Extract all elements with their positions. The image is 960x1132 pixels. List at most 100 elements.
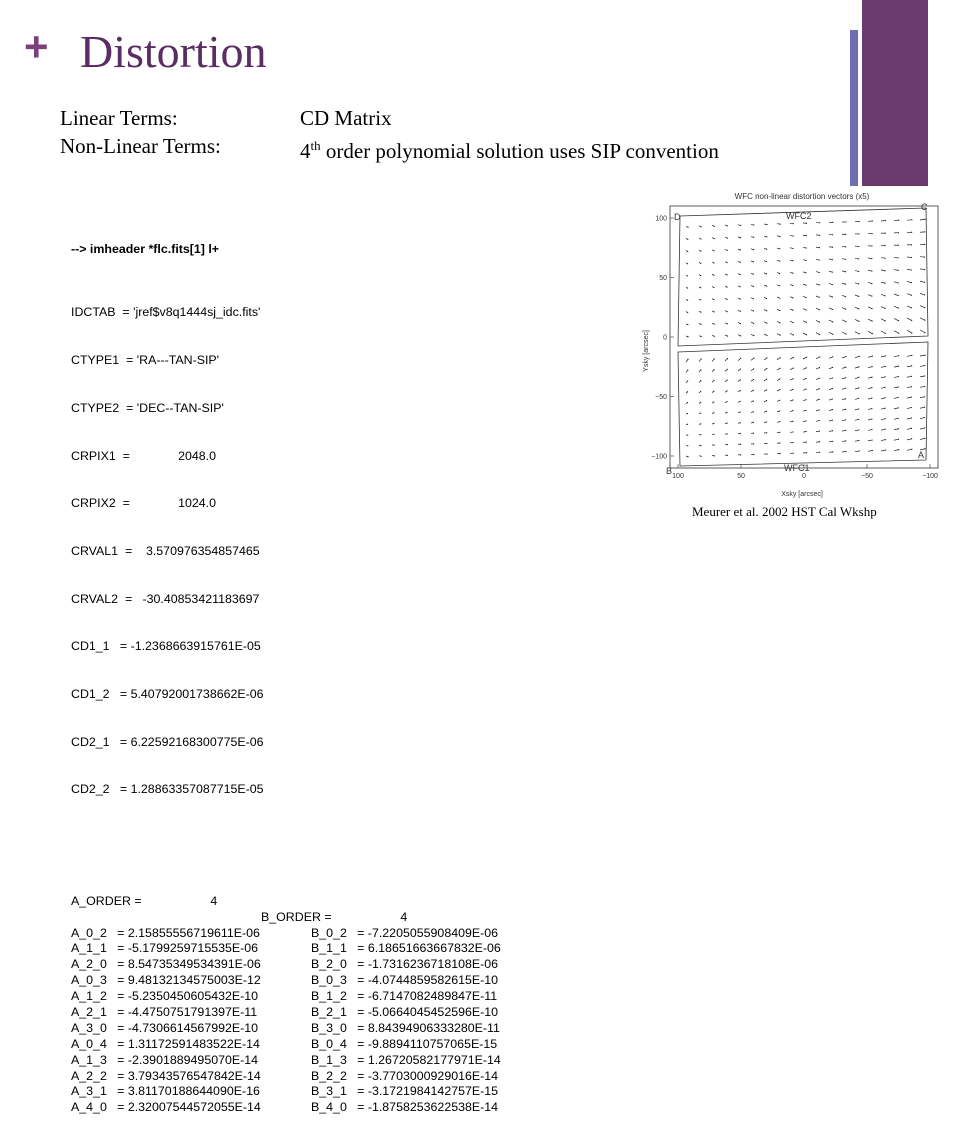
vector-head: [871, 387, 872, 388]
vector-head: [713, 434, 714, 435]
vector-head: [701, 456, 702, 457]
vector-head: [858, 233, 859, 234]
vector-head: [871, 245, 872, 246]
vector-head: [740, 298, 741, 299]
vector-head: [713, 423, 714, 424]
vector-head: [859, 221, 860, 222]
vector-head: [766, 224, 767, 225]
vector-head: [832, 247, 833, 248]
y-tick-label: 100: [655, 216, 667, 223]
y-tick-label: 0: [663, 335, 667, 342]
vector-head: [871, 429, 872, 430]
vector-head: [740, 368, 741, 369]
vector-head: [687, 251, 688, 252]
vector-head: [766, 443, 767, 444]
vector-head: [924, 332, 925, 333]
vector-head: [924, 307, 925, 308]
vector-head: [753, 422, 754, 423]
vector-head: [753, 390, 754, 391]
vector-head: [779, 298, 780, 299]
vector-head: [701, 336, 702, 337]
vector-head: [727, 433, 728, 434]
vector-head: [871, 270, 872, 271]
vector-head: [845, 259, 846, 260]
vector-head: [687, 359, 688, 360]
vector-head: [859, 333, 860, 334]
b-coefficient: B_4_0 = -1.8758253622538E-14: [311, 1100, 498, 1116]
vector-head: [766, 432, 767, 433]
vector-head: [700, 238, 701, 239]
vector-head: [779, 285, 780, 286]
vector-head: [819, 235, 820, 236]
vector-head: [924, 396, 925, 397]
vector-head: [898, 407, 899, 408]
vector-head: [700, 251, 701, 252]
vector-head: [806, 367, 807, 368]
vector-head: [832, 284, 833, 285]
header-line: IDCTAB = 'jref$v8q1444sj_idc.fits': [71, 305, 264, 321]
vector-head: [792, 378, 793, 379]
vector-head: [832, 234, 833, 235]
vector-head: [819, 378, 820, 379]
vector-head: [911, 386, 912, 387]
vector-head: [819, 452, 820, 453]
vector-head: [872, 439, 873, 440]
vector-head: [700, 391, 701, 392]
vector-head: [740, 225, 741, 226]
vector-head: [687, 391, 688, 392]
vector-head: [726, 412, 727, 413]
vector-head: [714, 323, 715, 324]
vector-head: [819, 297, 820, 298]
vector-head: [898, 295, 899, 296]
vector-head: [687, 424, 688, 425]
vector-head: [871, 296, 872, 297]
vector-head: [766, 368, 767, 369]
vector-head: [911, 365, 912, 366]
vector-head: [832, 377, 833, 378]
y-tick-label: −50: [655, 394, 667, 401]
a-coefficient: A_1_3 = -2.3901889495070E-14: [71, 1053, 258, 1069]
vector-head: [740, 454, 741, 455]
vector-head: [885, 366, 886, 367]
vector-head: [859, 450, 860, 451]
vector-head: [819, 259, 820, 260]
vector-head: [819, 356, 820, 357]
vector-head: [726, 390, 727, 391]
y-tick-label: 50: [659, 275, 667, 282]
vector-head: [766, 357, 767, 358]
a-coefficient: A_1_1 = -5.1799259715535E-06: [71, 941, 258, 957]
b-coefficient: B_1_2 = -6.7147082489847E-11: [311, 989, 497, 1005]
vector-head: [740, 358, 741, 359]
vector-head: [858, 398, 859, 399]
vector-head: [858, 271, 859, 272]
vector-head: [713, 380, 714, 381]
vector-head: [806, 334, 807, 335]
corner-label-c: C: [921, 202, 928, 212]
vector-head: [753, 224, 754, 225]
vector-head: [713, 299, 714, 300]
a-coefficient: A_0_2 = 2.15855556719611E-06: [71, 926, 260, 942]
vector-head: [792, 260, 793, 261]
vector-head: [924, 438, 925, 439]
vector-head: [806, 357, 807, 358]
vector-head: [687, 413, 688, 414]
vector-head: [845, 388, 846, 389]
vector-head: [779, 442, 780, 443]
vector-head: [793, 442, 794, 443]
b-coefficient: B_3_0 = 8.84394906333280E-11: [311, 1021, 500, 1037]
a-coefficient: A_2_1 = -4.4750751791397E-11: [71, 1005, 257, 1021]
order-number: 4: [300, 139, 311, 163]
vector-head: [858, 429, 859, 430]
slide-title: Distortion: [80, 24, 267, 80]
vector-head: [701, 358, 702, 359]
vector-head: [819, 334, 820, 335]
vector-head: [872, 366, 873, 367]
chip-label-wfc2: WFC2: [786, 211, 812, 221]
vector-head: [727, 369, 728, 370]
vector-head: [753, 261, 754, 262]
imheader-command: --> imheader *flc.fits[1] l+: [71, 242, 264, 258]
vector-head: [753, 433, 754, 434]
